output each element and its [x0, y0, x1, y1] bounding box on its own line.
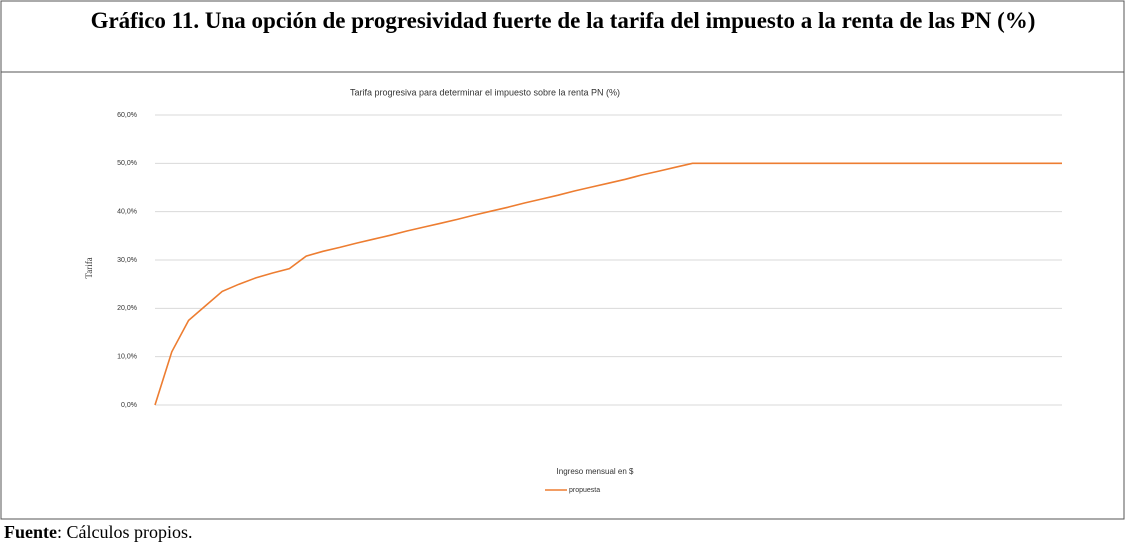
y-tick-label: 50,0%	[117, 160, 137, 167]
source-text: : Cálculos propios.	[57, 522, 193, 542]
y-tick-label: 40,0%	[117, 209, 137, 216]
y-tick-label: 60,0%	[117, 112, 137, 119]
x-axis-label: Ingreso mensual en $	[557, 467, 634, 476]
source: Fuente: Cálculos propios.	[4, 522, 193, 543]
y-axis-label: Tarifa	[84, 257, 94, 278]
y-tick-label: 0,0%	[121, 402, 137, 409]
frame	[0, 0, 1125, 520]
line-series	[154, 162, 1062, 406]
source-label: Fuente	[4, 522, 57, 542]
y-tick-label: 30,0%	[117, 257, 137, 264]
figure-title: Gráfico 11. Una opción de progresividad …	[90, 8, 1036, 33]
legend-label: propuesta	[569, 487, 600, 494]
chart-title: Tarifa progresiva para determinar el imp…	[350, 87, 620, 97]
y-tick-label: 10,0%	[117, 354, 137, 361]
y-tick-label: 20,0%	[117, 305, 137, 312]
